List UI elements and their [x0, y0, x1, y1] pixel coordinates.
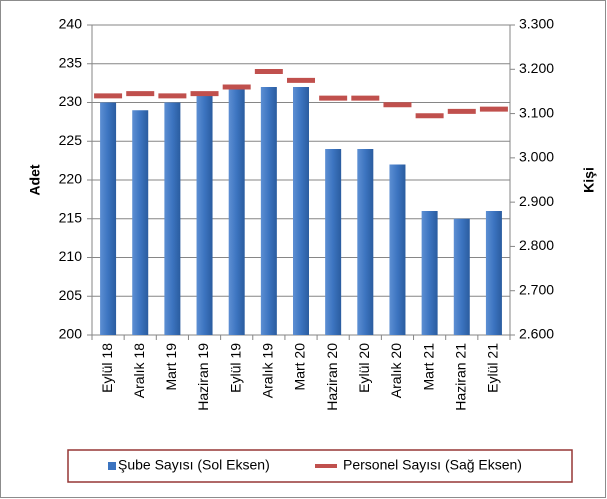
legend-label: Şube Sayısı (Sol Eksen) [118, 457, 270, 473]
bar [228, 87, 245, 335]
bar [260, 87, 277, 335]
x-tick-label: Eylül 21 [485, 343, 501, 393]
y-tick-label: 220 [59, 171, 83, 187]
y2-tick-label: 2.600 [519, 326, 554, 342]
bar [196, 94, 213, 335]
y-tick-label: 230 [59, 93, 83, 109]
bar [453, 218, 470, 335]
x-tick-label: Eylül 19 [227, 343, 243, 393]
y2-tick-label: 3.200 [519, 60, 554, 76]
y2-tick-label: 3.000 [519, 149, 554, 165]
x-tick-label: Aralık 19 [260, 343, 276, 398]
y2-tick-label: 3.100 [519, 104, 554, 120]
y2-tick-label: 3.300 [519, 16, 554, 32]
x-tick-label: Eylül 20 [356, 343, 372, 393]
y2-tick-label: 2.700 [519, 281, 554, 297]
y-axis-title: Adet [27, 164, 43, 195]
bar [389, 164, 406, 335]
x-tick-label: Aralık 20 [388, 343, 404, 398]
x-tick-label: Mart 19 [163, 343, 179, 391]
x-tick-label: Mart 21 [420, 343, 436, 391]
bar [485, 211, 502, 335]
y-tick-label: 240 [59, 16, 83, 32]
y2-tick-label: 2.900 [519, 193, 554, 209]
x-tick-label: Mart 20 [292, 343, 308, 391]
x-tick-label: Haziran 20 [324, 343, 340, 411]
bar [325, 149, 342, 335]
x-tick-label: Haziran 19 [195, 343, 211, 411]
y2-tick-label: 2.800 [519, 237, 554, 253]
x-tick-label: Haziran 21 [452, 343, 468, 411]
legend-label: Personel Sayısı (Sağ Eksen) [343, 457, 522, 473]
bar [421, 211, 438, 335]
bar [100, 102, 117, 335]
legend-swatch [108, 462, 116, 470]
y2-axis-title: Kişi [581, 167, 597, 193]
x-tick-label: Aralık 18 [131, 343, 147, 398]
y-tick-label: 210 [59, 248, 83, 264]
bar [357, 149, 374, 335]
x-tick-label: Eylül 18 [99, 343, 115, 393]
bar [132, 110, 149, 335]
y-tick-label: 225 [59, 132, 83, 148]
y-tick-label: 215 [59, 209, 83, 225]
bar [293, 87, 309, 335]
y-tick-label: 200 [59, 326, 83, 342]
y-tick-label: 235 [59, 54, 83, 70]
y-tick-label: 205 [59, 287, 83, 303]
bar [164, 102, 181, 335]
